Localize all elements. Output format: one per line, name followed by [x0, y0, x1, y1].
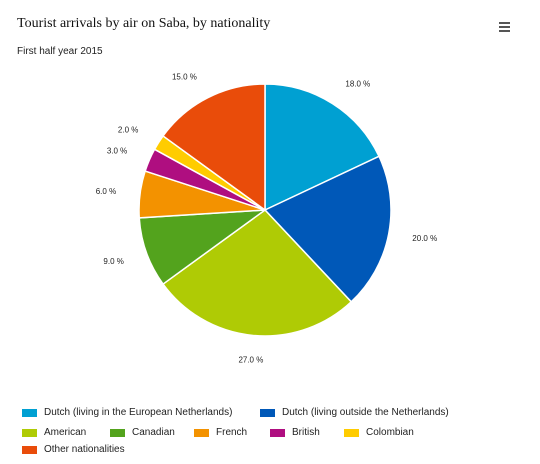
legend-swatch [194, 428, 209, 437]
legend-swatch [22, 445, 37, 454]
legend-item-dutch-european[interactable]: Dutch (living in the European Netherland… [22, 407, 232, 418]
pie-slice-other[interactable] [162, 83, 266, 212]
legend-item-canadian[interactable]: Canadian [110, 427, 175, 438]
legend-swatch [344, 428, 359, 437]
legend-label: Dutch (living outside the Netherlands) [282, 407, 449, 418]
legend-swatch [260, 408, 275, 417]
data-label-colombian: 2.0 % [118, 126, 138, 135]
legend-item-british[interactable]: British [270, 427, 320, 438]
legend-label: French [216, 427, 248, 438]
legend-label: British [292, 427, 320, 438]
legend-swatch [270, 428, 285, 437]
legend-label: American [44, 427, 87, 438]
legend-item-other[interactable]: Other nationalities [22, 444, 125, 455]
data-label-french: 6.0 % [96, 187, 116, 196]
hamburger-menu-icon[interactable] [499, 22, 510, 32]
legend-label: Dutch (living in the European Netherland… [44, 407, 233, 418]
data-label-american: 27.0 % [238, 355, 263, 364]
data-label-dutch-outside: 20.0 % [412, 234, 437, 243]
legend-label: Colombian [366, 427, 414, 438]
chart-subtitle: First half year 2015 [17, 46, 103, 57]
pie-chart: 18.0 % 20.0 % 27.0 % 9.0 % 6.0 % 3.0 % 2.0 % 15… [96, 72, 437, 364]
pie-slice-dutch-european[interactable] [264, 83, 381, 212]
legend-item-colombian[interactable]: Colombian [344, 427, 414, 438]
data-label-british: 3.0 % [107, 146, 127, 155]
legend-swatch [22, 428, 37, 437]
legend-item-american[interactable]: American [22, 427, 86, 438]
chart-title: Tourist arrivals by air on Saba, by nati… [17, 16, 271, 31]
legend-item-dutch-outside[interactable]: Dutch (living outside the Netherlands) [260, 407, 449, 418]
data-label-other: 15.0 % [172, 72, 197, 81]
pie-slice-american[interactable] [162, 209, 353, 337]
legend-item-french[interactable]: French [194, 427, 247, 438]
legend-swatch [110, 428, 125, 437]
legend-label: Canadian [132, 427, 175, 438]
legend-swatch [22, 408, 37, 417]
data-label-dutch-european: 18.0 % [345, 79, 370, 88]
data-label-canadian: 9.0 % [103, 257, 123, 266]
legend-label: Other nationalities [44, 444, 125, 455]
pie-slice-dutch-outside[interactable] [263, 155, 392, 303]
